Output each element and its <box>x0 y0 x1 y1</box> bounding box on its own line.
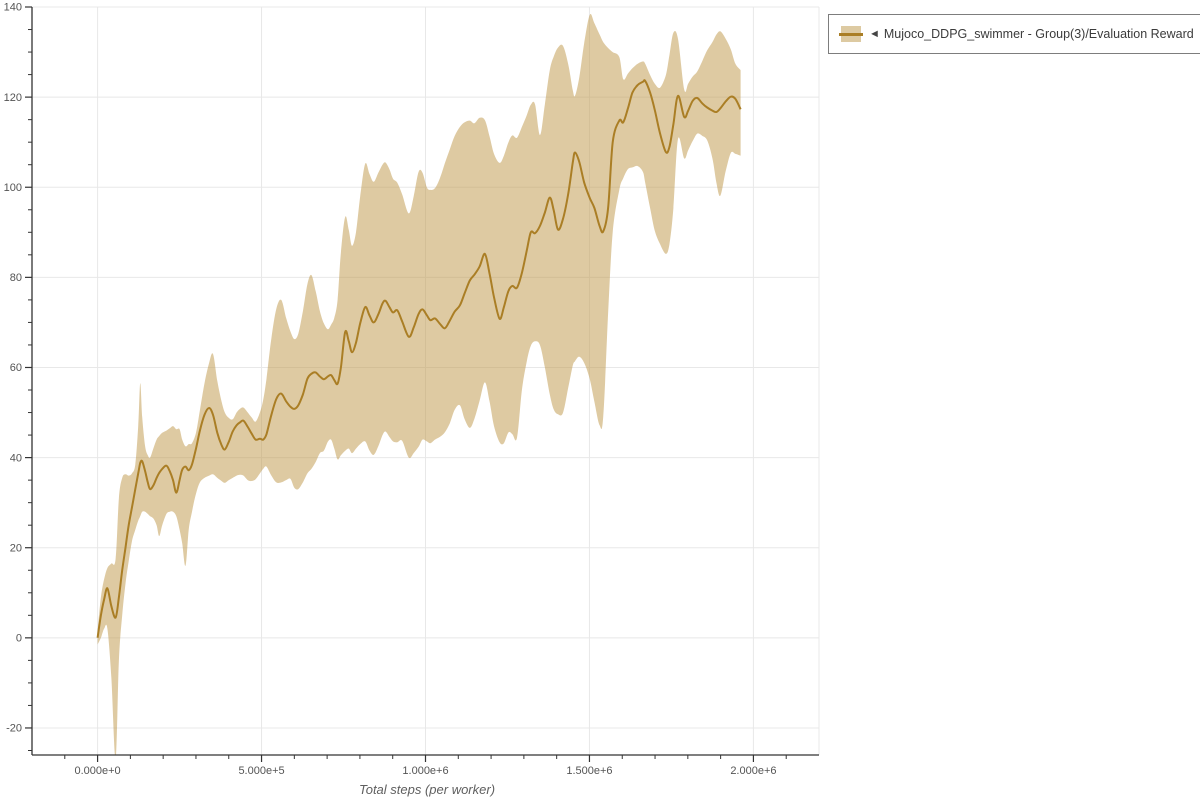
x-tick-label: 2.000e+6 <box>730 765 776 777</box>
mean-line <box>96 79 742 638</box>
legend-swatch <box>839 25 863 43</box>
y-tick-label: 100 <box>4 182 22 194</box>
x-tick-label: 1.000e+6 <box>402 765 448 777</box>
y-tick-label: -20 <box>6 723 22 735</box>
legend-label: Mujoco_DDPG_swimmer - Group(3)/Evaluatio… <box>883 27 1194 41</box>
y-tick-label: 120 <box>4 92 22 104</box>
axes <box>25 6 819 762</box>
y-tick-label: 40 <box>10 452 22 464</box>
x-tick-label: 5.000e+5 <box>238 765 284 777</box>
confidence-band <box>97 13 741 755</box>
legend[interactable]: ◄ Mujoco_DDPG_swimmer - Group(3)/Evaluat… <box>828 14 1200 54</box>
y-tick-label: 0 <box>16 633 22 645</box>
x-tick-label: 1.500e+6 <box>566 765 612 777</box>
x-tick-label: 0.000e+0 <box>74 765 120 777</box>
y-tick-label: 20 <box>10 542 22 554</box>
y-tick-label: 80 <box>10 272 22 284</box>
legend-collapse-icon[interactable]: ◄ <box>869 28 880 40</box>
y-tick-label: 140 <box>4 2 22 14</box>
x-axis-title: Total steps (per worker) <box>358 782 496 797</box>
legend-line-swatch <box>839 32 863 36</box>
y-tick-label: 60 <box>10 362 22 374</box>
